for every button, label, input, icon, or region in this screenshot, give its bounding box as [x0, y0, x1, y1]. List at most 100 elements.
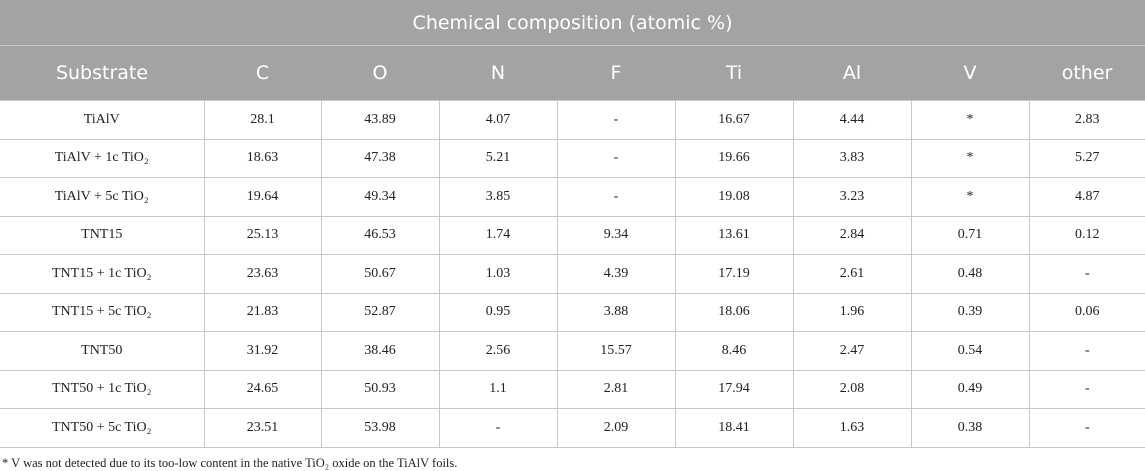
substrate-cell: TNT50 [0, 331, 205, 371]
value-cell: 2.09 [556, 408, 676, 448]
value-cell: 19.66 [674, 138, 794, 178]
value-cell: 9.34 [556, 215, 676, 255]
substrate-cell: TiAlV + 1c TiO₂ [0, 138, 205, 178]
table-row: TiAlV + 1c TiO₂ 18.63 47.38 5.21-19.66 3.83 *… [0, 138, 1145, 178]
value-cell: 0.49 [910, 369, 1030, 409]
value-cell: 2.56 [438, 331, 558, 371]
value-cell: 50.67 [320, 254, 440, 294]
value-cell: 21.83 [203, 292, 322, 332]
value-cell: 18.63 [203, 138, 322, 178]
value-cell: 17.94 [674, 369, 794, 409]
value-cell: 46.53 [320, 215, 440, 255]
value-cell: 1.63 [792, 408, 912, 448]
value-cell: 3.83 [792, 138, 912, 178]
substrate-cell: TiAlV [0, 100, 205, 140]
column-header: Ti [675, 45, 793, 101]
value-cell: 0.54 [910, 331, 1030, 371]
column-header: N [439, 45, 557, 101]
value-cell: - [556, 138, 676, 178]
value-cell: 5.27 [1028, 138, 1145, 178]
value-cell: 47.38 [320, 138, 440, 178]
value-cell: 38.46 [320, 331, 440, 371]
value-cell: 1.03 [438, 254, 558, 294]
value-cell: 4.07 [438, 100, 558, 140]
column-header: C [204, 45, 321, 101]
substrate-cell: TNT15 + 1c TiO₂ [0, 254, 205, 294]
value-cell: 49.34 [320, 177, 440, 217]
value-cell: 2.47 [792, 331, 912, 371]
value-cell: - [556, 177, 676, 217]
value-cell: - [1028, 331, 1145, 371]
substrate-cell: TNT15 [0, 215, 205, 255]
value-cell: 0.71 [910, 215, 1030, 255]
composition-table: Chemical composition (atomic %) Substrat… [0, 0, 1145, 448]
value-cell: 8.46 [674, 331, 794, 371]
table-row: TNT15 25.13 46.53 1.74 9.34 13.61 2.84 0.71 0.12 [0, 215, 1145, 255]
value-cell: - [438, 408, 558, 448]
value-cell: 0.06 [1028, 292, 1145, 332]
value-cell: 3.23 [792, 177, 912, 217]
table-row: TNT15 + 5c TiO₂ 21.83 52.87 0.95 3.88 18.06 1.… [0, 292, 1145, 332]
table-row: TiAlV 28.1 43.89 4.07-16.67 4.44 * 2.83 [0, 100, 1145, 140]
value-cell: 18.41 [674, 408, 794, 448]
value-cell: 24.65 [203, 369, 322, 409]
value-cell: 2.08 [792, 369, 912, 409]
value-cell: 4.39 [556, 254, 676, 294]
value-cell: * [910, 138, 1030, 178]
value-cell: 15.57 [556, 331, 676, 371]
value-cell: 43.89 [320, 100, 440, 140]
value-cell: 52.87 [320, 292, 440, 332]
value-cell: - [556, 100, 676, 140]
value-cell: 0.12 [1028, 215, 1145, 255]
column-header: F [557, 45, 675, 101]
value-cell: 50.93 [320, 369, 440, 409]
value-cell: 1.74 [438, 215, 558, 255]
value-cell: 1.96 [792, 292, 912, 332]
value-cell: 2.81 [556, 369, 676, 409]
value-cell: 0.48 [910, 254, 1030, 294]
table-row: TNT50 31.92 38.46 2.56 15.57 8.46 2.47 0.54- [0, 331, 1145, 371]
value-cell: 16.67 [674, 100, 794, 140]
value-cell: 3.88 [556, 292, 676, 332]
value-cell: * [910, 100, 1030, 140]
column-header: Al [793, 45, 911, 101]
value-cell: 17.19 [674, 254, 794, 294]
value-cell: 23.51 [203, 408, 322, 448]
table-row: TiAlV + 5c TiO₂ 19.64 49.34 3.85-19.08 3.23 *… [0, 177, 1145, 217]
value-cell: 19.08 [674, 177, 794, 217]
value-cell: 2.61 [792, 254, 912, 294]
value-cell: 31.92 [203, 331, 322, 371]
column-header: Substrate [0, 45, 204, 101]
column-header: other [1029, 45, 1145, 101]
substrate-cell: TNT50 + 1c TiO₂ [0, 369, 205, 409]
value-cell: 4.87 [1028, 177, 1145, 217]
substrate-cell: TiAlV + 5c TiO₂ [0, 177, 205, 217]
value-cell: 23.63 [203, 254, 322, 294]
value-cell: 13.61 [674, 215, 794, 255]
value-cell: 1.1 [438, 369, 558, 409]
value-cell: 19.64 [203, 177, 322, 217]
value-cell: - [1028, 369, 1145, 409]
value-cell: 2.84 [792, 215, 912, 255]
value-cell: 2.83 [1028, 100, 1145, 140]
footnote: * V was not detected due to its too-low … [2, 455, 458, 470]
column-header: V [911, 45, 1029, 101]
value-cell: - [1028, 408, 1145, 448]
value-cell: 0.95 [438, 292, 558, 332]
value-cell: 3.85 [438, 177, 558, 217]
substrate-cell: TNT15 + 5c TiO₂ [0, 292, 205, 332]
value-cell: 4.44 [792, 100, 912, 140]
table-row: TNT50 + 5c TiO₂ 23.51 53.98-2.09 18.41 1.63 0… [0, 408, 1145, 448]
value-cell: 25.13 [203, 215, 322, 255]
table-row: TNT15 + 1c TiO₂ 23.63 50.67 1.03 4.39 17.19 2.… [0, 254, 1145, 294]
value-cell: - [1028, 254, 1145, 294]
value-cell: 28.1 [203, 100, 322, 140]
table-title: Chemical composition (atomic %) [0, 0, 1145, 46]
table-row: TNT50 + 1c TiO₂ 24.65 50.93 1.1 2.81 17.94 2.0… [0, 369, 1145, 409]
value-cell: * [910, 177, 1030, 217]
value-cell: 5.21 [438, 138, 558, 178]
value-cell: 53.98 [320, 408, 440, 448]
value-cell: 0.38 [910, 408, 1030, 448]
value-cell: 0.39 [910, 292, 1030, 332]
